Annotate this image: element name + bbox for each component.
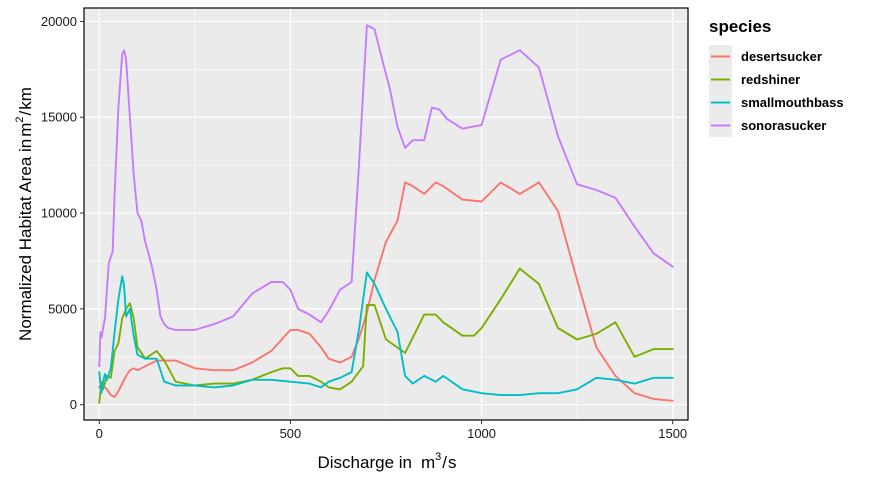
plot-border: [83, 7, 689, 421]
x-tick-label: 1000: [467, 426, 496, 441]
legend-label-redshiner: redshiner: [741, 72, 800, 87]
y-axis-title: Normalized Habitat Area inm2/km: [14, 87, 35, 341]
x-tick-label: 500: [280, 426, 302, 441]
x-tick-label: 1500: [658, 426, 687, 441]
series-line-smallmouthbass: [98, 271, 674, 397]
legend-label-desertsucker: desertsucker: [741, 49, 822, 64]
legend-title: species: [709, 17, 771, 36]
legend: species desertsucker redshiner smallmouthb…: [709, 17, 844, 137]
y-tick-label: 5000: [48, 301, 77, 316]
y-tick-label: 0: [70, 397, 77, 412]
x-axis-title: Discharge in m3/s: [317, 451, 456, 472]
y-axis-ticks: 0 5000 10000 15000 20000: [41, 14, 84, 412]
series-line-sonorasucker: [98, 24, 674, 368]
y-tick-label: 15000: [41, 110, 77, 125]
minor-gridlines: [84, 8, 688, 420]
x-axis-ticks: 0 500 1000 1500: [96, 420, 687, 441]
series-lines: [98, 24, 674, 404]
legend-items: desertsucker redshiner smallmouthbass sonor…: [709, 45, 844, 137]
series-line-desertsucker: [98, 181, 674, 402]
legend-label-sonorasucker: sonorasucker: [741, 118, 826, 133]
y-tick-label: 20000: [41, 14, 77, 29]
major-gridlines: [84, 8, 688, 420]
series-line-redshiner: [98, 267, 674, 404]
x-tick-label: 0: [96, 426, 103, 441]
y-tick-label: 10000: [41, 206, 77, 221]
legend-label-smallmouthbass: smallmouthbass: [741, 95, 844, 110]
